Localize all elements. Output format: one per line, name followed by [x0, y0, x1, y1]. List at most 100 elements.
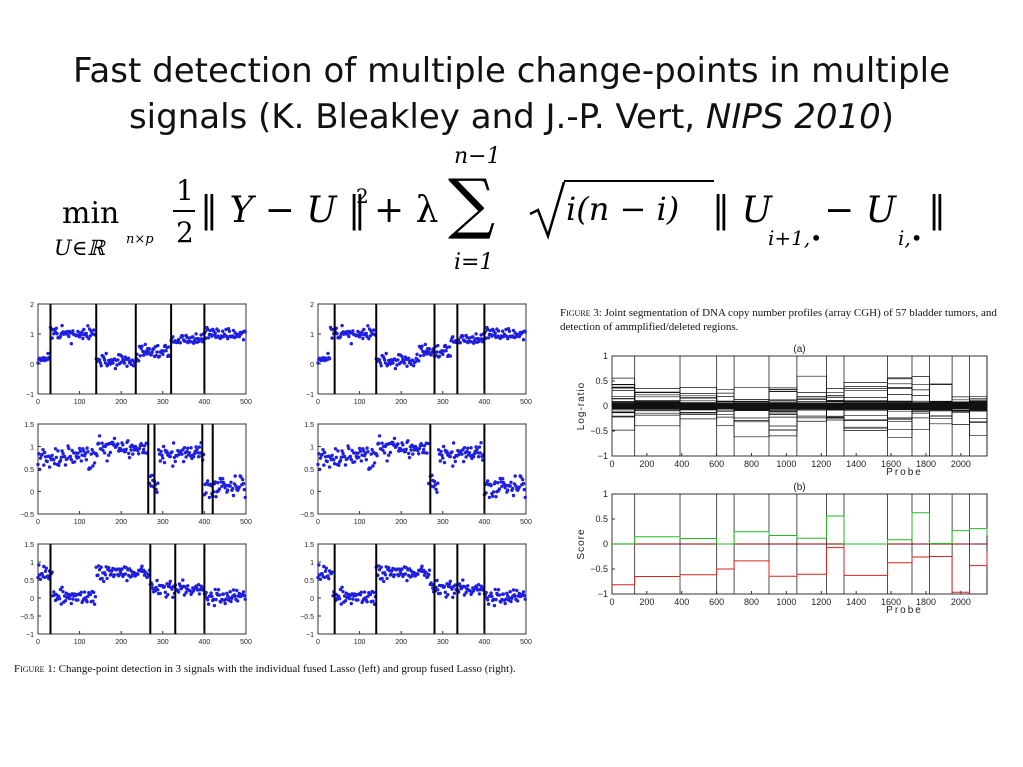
fig1-xtick-label: 100	[354, 519, 366, 526]
fig1-data-point	[40, 452, 44, 456]
fig1-data-point	[69, 457, 74, 462]
fig1-data-point	[95, 454, 99, 458]
fig1-data-point	[47, 465, 52, 469]
fig1-data-point	[492, 603, 497, 608]
fig1-xtick-label: 300	[437, 399, 449, 406]
fig1-data-point	[123, 572, 128, 576]
fig1-data-point	[228, 590, 232, 594]
fig1-data-point	[61, 451, 65, 456]
fig1-data-point	[156, 588, 160, 592]
fig1-xtick-label: 0	[36, 639, 40, 646]
fig1-data-point	[427, 347, 432, 351]
fig1-data-point	[210, 594, 214, 598]
fig1-data-point	[382, 579, 386, 584]
formula-sum-lower: i=1	[454, 250, 494, 275]
fig1-data-point	[513, 594, 517, 598]
fig1-data-point	[162, 460, 167, 465]
fig1-data-point	[392, 436, 397, 441]
fig1-data-point	[158, 591, 162, 596]
fig1-data-point	[57, 594, 61, 598]
figure1-caption-text: Change-point detection in 3 signals with…	[58, 663, 516, 675]
fig1-data-point	[438, 459, 442, 463]
fig1-xtick-label: 300	[437, 639, 449, 646]
fig1-data-point	[67, 596, 72, 601]
fig1-data-point	[68, 454, 73, 459]
fig1-data-point	[511, 588, 516, 592]
fig1-data-point	[327, 577, 331, 581]
fig1-data-point	[421, 450, 425, 455]
fig1-ytick-label: 0	[30, 596, 34, 603]
fig1-data-point	[81, 336, 85, 341]
fig1-ytick-label: 1	[30, 560, 34, 567]
fig1-data-point	[359, 590, 363, 594]
fig1-data-point	[198, 451, 202, 455]
fig1-data-point	[497, 593, 502, 597]
fig1-data-point	[99, 565, 103, 569]
fig1-data-point	[92, 590, 96, 595]
fig1-xtick-label: 100	[74, 399, 86, 406]
fig1-data-point	[63, 599, 68, 603]
fig1-data-point	[507, 329, 512, 333]
fig1-data-point	[62, 454, 67, 458]
fig3-xtick-label: 200	[639, 459, 654, 469]
fig1-data-point	[322, 564, 326, 569]
fig1-data-point	[242, 487, 246, 492]
fig1-data-point	[102, 358, 107, 362]
fig1-data-point	[112, 573, 117, 577]
fig1-data-point	[62, 594, 67, 598]
figure1-caption: Figure 1: Change-point detection in 3 si…	[14, 662, 534, 676]
fig1-ytick-label: 0	[310, 490, 314, 497]
fig1-ytick-label: 2	[310, 302, 314, 309]
fig1-data-point	[103, 361, 108, 365]
fig1-data-point	[37, 563, 41, 567]
fig1-data-point	[403, 572, 408, 576]
fig1-data-point	[92, 602, 97, 606]
fig1-data-point	[350, 448, 354, 453]
fig1-data-point	[406, 439, 410, 443]
fig1-data-point	[361, 336, 365, 341]
fig1-data-point	[445, 449, 449, 454]
fig1-ytick-label: −0.5	[20, 512, 34, 519]
fig1-data-point	[120, 567, 124, 571]
fig1-data-point	[446, 593, 450, 597]
fig3-ytick-label: 0	[603, 401, 608, 411]
fig1-data-point	[345, 332, 349, 336]
fig1-data-point	[170, 450, 174, 454]
fig1-data-point	[417, 446, 422, 451]
fig1-data-point	[383, 361, 388, 365]
fig1-data-point	[340, 585, 344, 589]
fig1-data-point	[424, 571, 428, 575]
fig1-data-point	[507, 596, 512, 600]
fig1-data-point	[440, 453, 444, 457]
fig1-data-point	[43, 569, 48, 573]
fig1-data-point	[441, 352, 445, 356]
fig1-data-point	[136, 572, 140, 576]
fig1-data-point	[116, 442, 120, 446]
fig1-data-point	[509, 599, 513, 604]
fig1-data-point	[411, 452, 415, 456]
fig1-data-point	[243, 597, 247, 601]
fig3-ytick-label: 1	[603, 351, 608, 361]
fig1-data-point	[206, 336, 211, 340]
fig3-xtick-label: 600	[709, 597, 724, 607]
fig3-xtick-label: 400	[674, 459, 689, 469]
fig1-data-point	[107, 566, 111, 570]
fig1-data-point	[43, 450, 47, 455]
fig1-xtick-label: 400	[199, 519, 211, 526]
fig1-data-point	[380, 576, 384, 581]
title-line-1: Fast detection of multiple change-points…	[73, 51, 950, 91]
fig1-data-point	[450, 587, 454, 591]
fig1-data-point	[427, 350, 431, 354]
fig3-xtick-label: 800	[744, 597, 759, 607]
fig1-data-point	[353, 451, 358, 455]
fig1-data-point	[189, 446, 193, 450]
fig1-data-point	[519, 475, 523, 479]
fig1-ytick-label: 0	[310, 362, 314, 369]
fig1-data-point	[489, 591, 493, 595]
fig1-data-point	[194, 332, 198, 336]
fig1-data-point	[80, 330, 84, 334]
fig1-data-point	[42, 564, 46, 569]
fig1-data-point	[223, 601, 227, 606]
fig1-data-point	[127, 455, 132, 460]
